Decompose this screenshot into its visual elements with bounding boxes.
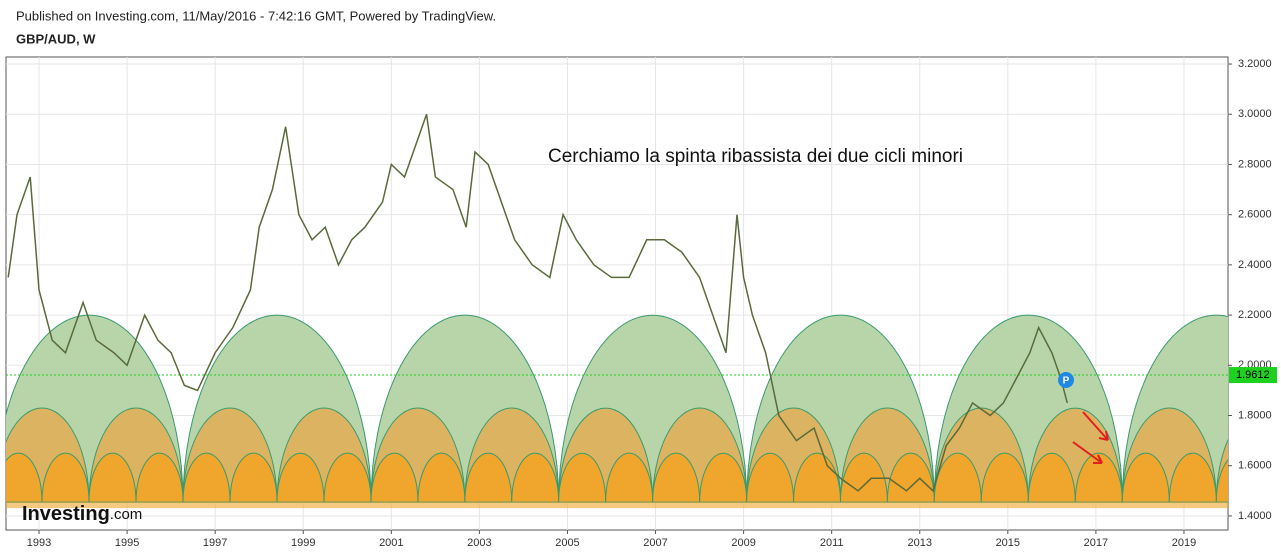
y-tick-label: 1.4000 <box>1238 510 1272 522</box>
symbol: GBP/AUD, W <box>16 31 96 46</box>
x-tick-label: 1993 <box>27 537 51 549</box>
plot-frame <box>5 56 1229 531</box>
x-tick-label: 1999 <box>291 537 315 549</box>
cycle-arc <box>1168 452 1217 503</box>
cycle-arc <box>88 452 137 503</box>
x-tick-label: 1995 <box>115 537 139 549</box>
cycle-arc <box>276 452 325 503</box>
cycle-arc <box>464 452 513 503</box>
y-tick-label: 2.8000 <box>1238 158 1272 170</box>
y-tick-label: 1.6000 <box>1238 460 1272 472</box>
current-label: 1.9612 <box>1236 369 1270 381</box>
cycle-arc <box>558 452 607 503</box>
arrow <box>1082 411 1109 441</box>
price-line <box>7 113 1068 493</box>
cycle-arc <box>652 452 701 503</box>
cycle-arc <box>980 452 1029 503</box>
current-box <box>1229 367 1277 384</box>
x-tick-label: 2007 <box>643 537 667 549</box>
y-tick-label: 1.8000 <box>1238 409 1272 421</box>
cycle-arc <box>1027 452 1076 503</box>
cycle-arc <box>135 452 184 503</box>
cycle-arc <box>511 452 560 503</box>
published: Published on Investing.com, 11/May/2016 … <box>16 8 496 23</box>
cycle-arc <box>1075 453 1122 502</box>
y-tick-label: 2.2000 <box>1238 309 1272 321</box>
x-tick-label: 2017 <box>1084 537 1108 549</box>
cycle-arc <box>323 452 372 503</box>
annotation: Cerchiamo la spinta ribassista dei due c… <box>548 146 963 167</box>
base-band <box>6 502 1228 509</box>
cycle-arc <box>699 452 748 503</box>
cycle-arc <box>182 452 231 503</box>
x-tick-label: 2013 <box>908 537 932 549</box>
y-tick-label: 3.0000 <box>1238 108 1272 120</box>
y-tick-label: 2.6000 <box>1238 209 1272 221</box>
cycle-arc <box>370 452 419 503</box>
cycle-arc <box>605 452 654 503</box>
x-tick-label: 2005 <box>555 537 579 549</box>
cycle-arc <box>1215 459 1228 503</box>
arrow <box>1072 441 1103 464</box>
cycle-arc <box>41 452 90 503</box>
x-tick-label: 2019 <box>1172 537 1196 549</box>
cycle-arc <box>886 452 935 503</box>
x-tick-label: 2015 <box>996 537 1020 549</box>
x-tick-label: 2011 <box>820 537 844 549</box>
logo: Investing.com <box>22 503 142 525</box>
marker-label: P <box>1063 376 1070 387</box>
cycle-arc <box>1121 452 1170 503</box>
cycle-arc <box>417 452 466 503</box>
cycle-arc <box>793 452 841 503</box>
cycle-arc <box>6 452 43 503</box>
x-tick-label: 2001 <box>379 537 403 549</box>
marker <box>1058 372 1074 388</box>
cycle-arc <box>746 452 795 503</box>
y-tick-label: 3.2000 <box>1238 58 1272 70</box>
y-tick-label: 2.4000 <box>1238 259 1272 271</box>
cycle-arc <box>229 452 278 503</box>
x-tick-label: 2009 <box>731 537 755 549</box>
x-tick-label: 1997 <box>203 537 227 549</box>
x-tick-label: 2003 <box>467 537 491 549</box>
